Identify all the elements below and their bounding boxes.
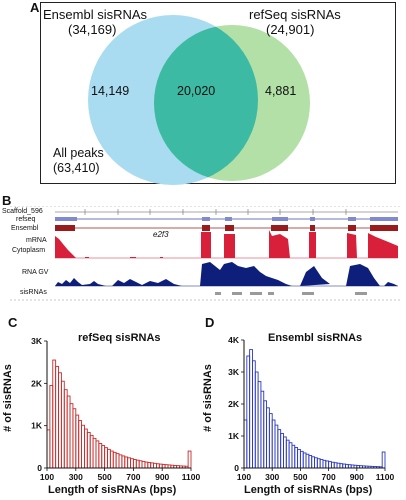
y-tick-label: 2K	[228, 399, 240, 409]
y-tick-label: 4K	[228, 335, 240, 345]
venn-diagram	[88, 15, 310, 185]
venn-right-count: (24,901)	[266, 22, 315, 37]
venn-left-only-count: 14,149	[91, 84, 130, 98]
x-tick-label: 300	[265, 472, 279, 482]
track-label-cytoplasm: Cytoplasm	[12, 247, 46, 254]
x-tick-label: 500	[293, 472, 307, 482]
scaffold-label: Scaffold_596	[2, 208, 43, 215]
x-tick-label: 100	[237, 472, 251, 482]
sisrna-peaks-track	[215, 292, 367, 295]
venn-overlap-count: 20,020	[177, 84, 216, 98]
venn-left-count: (34,169)	[68, 22, 117, 37]
venn-right-name: refSeq sisRNAs	[249, 7, 341, 22]
refseq-track	[55, 217, 398, 221]
rna-gv-track	[55, 262, 398, 287]
y-tick-label: 0	[234, 463, 239, 473]
x-tick-label: 500	[98, 472, 112, 482]
y-tick-label: 1K	[31, 421, 43, 431]
chart-d-xlabel: Length of sisRNAs (bps)	[244, 484, 373, 496]
x-tick-label: 100	[40, 472, 54, 482]
chart-c-title: refSeq sisRNAs	[78, 332, 161, 344]
panel-label-c: C	[8, 315, 18, 330]
y-tick-label: 3K	[31, 336, 43, 346]
ensembl-length-histogram: 100 300 500 700 900 1100 0 1K 2K 3K 4K	[228, 335, 395, 482]
genome-browser-panel: Scaffold_596 refseq Ensembl mRNA Cytopla…	[2, 206, 400, 306]
x-tick-label: 700	[126, 472, 140, 482]
track-label-ensembl: Ensembl	[11, 225, 39, 232]
x-tick-label: 300	[69, 472, 83, 482]
x-tick-label: 1100	[182, 472, 200, 482]
venn-left-name: Ensembl sisRNAs	[43, 7, 148, 22]
y-tick-label: 2K	[31, 378, 43, 388]
venn-all-peaks-count: (63,410)	[53, 161, 100, 175]
gene-name-label: e2f3	[153, 230, 169, 239]
venn-panel: Ensembl sisRNAs (34,169) refSeq sisRNAs …	[40, 2, 396, 185]
histogram-bar	[187, 450, 192, 469]
genome-tracks	[10, 206, 400, 301]
chart-c-xlabel: Length of sisRNAs (bps)	[48, 484, 177, 496]
x-tick-label: 900	[350, 472, 364, 482]
venn-right-only-count: 4,881	[265, 84, 297, 98]
histogram-bar	[381, 451, 386, 469]
x-tick-label: 700	[322, 472, 336, 482]
panel-label-d: D	[205, 315, 215, 330]
track-label-mrna: mRNA	[26, 237, 47, 244]
panel-label-b: B	[2, 193, 12, 208]
x-tick-label: 1100	[376, 472, 395, 482]
track-label-refseq: refseq	[16, 216, 36, 223]
ensembl-track	[55, 225, 398, 231]
mrna-cytoplasm-track	[55, 230, 398, 259]
y-tick-label: 3K	[228, 367, 240, 377]
panel-label-a: A	[30, 0, 40, 15]
coordinate-ruler	[55, 209, 398, 215]
venn-all-peaks-label: All peaks	[53, 146, 104, 160]
track-label-sisrnas: sisRNAs	[20, 289, 47, 296]
x-tick-label: 900	[155, 472, 169, 482]
venn-overlap-region	[154, 25, 258, 181]
chart-d-title: Ensembl sisRNAs	[268, 332, 363, 344]
refseq-length-histogram: 100 300 500 700 900 1100 0 1K 2K 3K	[31, 336, 200, 482]
y-tick-label: 0	[37, 463, 42, 473]
y-tick-label: 1K	[228, 431, 240, 441]
track-label-rna-gv: RNA GV	[22, 269, 49, 276]
